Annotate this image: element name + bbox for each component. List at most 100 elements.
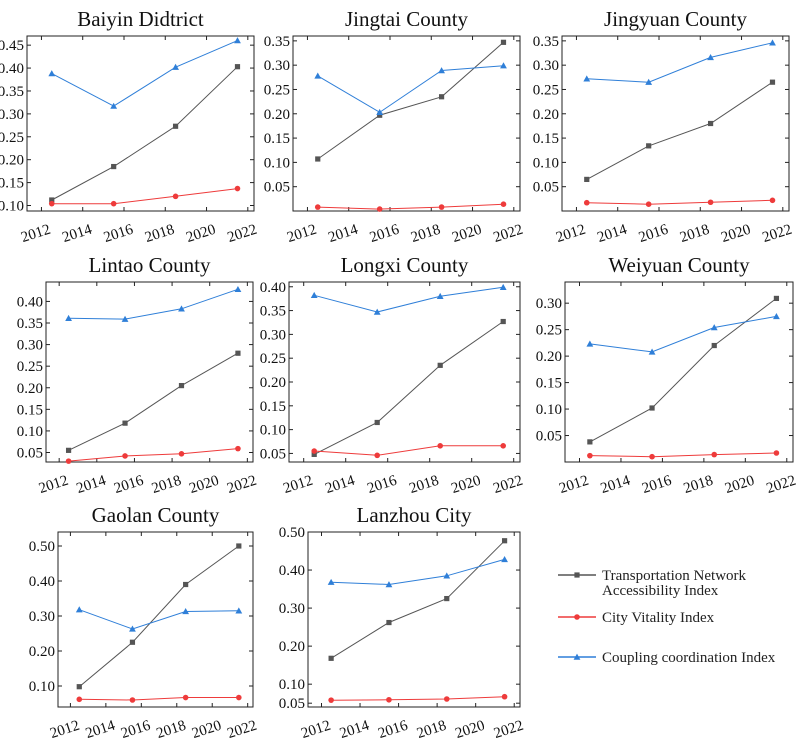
x-tick-label: 2016 (637, 221, 671, 246)
x-tick-label: 2012 (285, 222, 318, 246)
y-tick-label: 0.05 (536, 429, 562, 445)
y-tick-label: 0.25 (536, 323, 562, 339)
x-tick-label: 2014 (599, 472, 633, 497)
x-tick-label: 2020 (449, 473, 482, 497)
axes-frame (307, 531, 521, 708)
data-point-coupling (65, 314, 72, 321)
x-tick-label: 2018 (155, 718, 188, 742)
data-point-vitality (76, 696, 83, 703)
data-point-coupling (773, 313, 780, 320)
y-tick-label: 0.20 (17, 381, 43, 397)
y-tick-label: 0.30 (17, 338, 43, 354)
x-tick-label: 2014 (338, 717, 372, 742)
data-point-transport (76, 684, 82, 690)
y-tick-label: 0.45 (0, 38, 24, 54)
chart-panel: Weiyuan County 0.05 0.10 0.15 0.20 0.25 0.30 20… (536, 253, 798, 497)
y-tick-label: 0.05 (279, 696, 305, 712)
data-point-coupling (110, 102, 118, 109)
data-point-vitality (707, 199, 714, 206)
panel-title: Jingyuan County (604, 7, 747, 31)
data-point-coupling (385, 581, 393, 588)
data-point-transport (236, 543, 242, 549)
series-line-transport (68, 352, 239, 451)
data-point-vitality (172, 193, 179, 200)
data-point-coupling (438, 67, 445, 74)
series-line-vitality (314, 445, 504, 456)
legend-label: Transportation Network (602, 568, 747, 584)
y-tick-label: 0.10 (260, 423, 286, 439)
x-tick-label: 2016 (365, 472, 399, 497)
x-tick-label: 2022 (225, 718, 258, 742)
data-point-coupling (48, 70, 56, 77)
y-tick-label: 0.40 (29, 574, 55, 590)
axes-frame (57, 531, 254, 708)
series-line-coupling (317, 65, 504, 113)
data-point-transport (500, 318, 506, 325)
chart-panel: Lintao County 0.05 0.10 0.15 0.20 0.25 0.30 0.3… (17, 253, 259, 497)
data-point-coupling (121, 315, 129, 322)
y-tick-label: 0.20 (0, 153, 24, 169)
data-point-transport (183, 581, 189, 588)
data-point-transport (49, 197, 55, 203)
series-line-transport (589, 298, 777, 443)
legend-label: Coupling coordination Index (602, 650, 776, 666)
x-tick-label: 2016 (368, 221, 402, 246)
data-point-coupling (500, 62, 507, 69)
x-tick-label: 2012 (37, 473, 70, 497)
x-tick-label: 2022 (492, 718, 525, 742)
x-tick-label: 2012 (554, 222, 587, 246)
x-tick-label: 2014 (595, 221, 629, 246)
data-point-vitality (236, 694, 242, 701)
data-point-transport (172, 123, 179, 129)
y-tick-label: 0.10 (533, 155, 559, 171)
x-tick-label: 2022 (491, 473, 524, 497)
series-line-coupling (589, 315, 777, 353)
y-tick-label: 0.40 (279, 563, 305, 579)
x-tick-label: 2022 (492, 222, 525, 246)
x-tick-label: 2018 (415, 718, 448, 742)
chart-panel: Baiyin Didtrict 0.10 0.15 0.20 0.25 0.30 0.35 0… (0, 7, 259, 246)
y-tick-label: 0.40 (260, 280, 286, 296)
y-tick-label: 0.35 (0, 84, 24, 100)
x-tick-label: 2014 (326, 221, 360, 246)
data-point-coupling (499, 283, 507, 290)
series-line-transport (51, 66, 238, 201)
legend-label: Accessibility Index (602, 583, 719, 599)
series-line-vitality (317, 203, 504, 210)
data-point-transport (311, 451, 317, 457)
y-tick-label: 0.35 (17, 316, 43, 332)
x-tick-label: 2022 (761, 222, 794, 246)
x-tick-label: 2016 (376, 717, 410, 742)
x-tick-label: 2020 (187, 473, 220, 497)
data-point-vitality (129, 697, 136, 703)
y-tick-label: 0.15 (264, 131, 290, 147)
y-tick-label: 0.05 (17, 446, 43, 462)
series-line-coupling (331, 558, 505, 586)
y-tick-label: 0.05 (264, 180, 290, 196)
series-line-vitality (586, 199, 773, 205)
x-tick-label: 2012 (557, 473, 590, 497)
data-point-transport (438, 94, 445, 100)
data-point-transport (437, 362, 443, 368)
data-point-vitality (500, 201, 507, 207)
data-point-coupling (234, 285, 242, 293)
panel-title: Longxi County (341, 253, 469, 277)
data-point-vitality (773, 450, 780, 456)
data-point-transport (584, 176, 590, 183)
data-point-vitality (182, 694, 189, 701)
x-tick-label: 2022 (226, 222, 259, 246)
x-tick-label: 2014 (75, 472, 109, 497)
data-point-transport (235, 350, 241, 356)
data-point-vitality (110, 200, 117, 207)
chart-panel: Longxi County 0.05 0.10 0.15 0.20 0.25 0.30 0.3… (260, 253, 525, 497)
y-tick-label: 0.25 (264, 82, 290, 98)
y-tick-label: 0.30 (533, 58, 559, 74)
x-tick-label: 2020 (723, 473, 756, 497)
data-point-coupling (443, 572, 451, 579)
legend-marker-vitality (574, 614, 580, 620)
axes-frame (26, 35, 255, 212)
legend-marker-coupling (573, 653, 581, 660)
data-point-coupling (645, 78, 653, 85)
